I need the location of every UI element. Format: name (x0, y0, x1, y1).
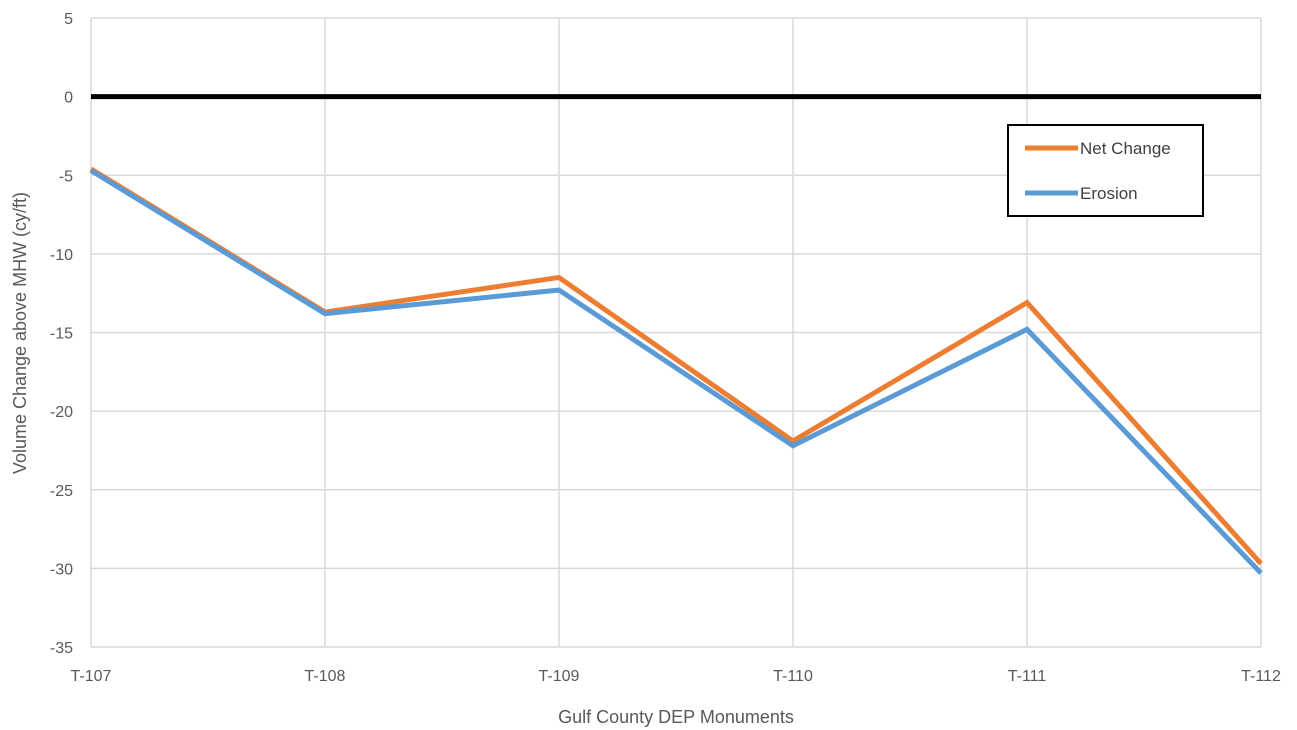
x-tick-label: T-107 (71, 668, 112, 685)
legend-box (1007, 124, 1204, 217)
x-tick-label: T-110 (773, 668, 813, 685)
x-tick-label: T-111 (1008, 668, 1047, 685)
legend-label-erosion: Erosion (1080, 184, 1138, 203)
y-tick-label: -15 (50, 326, 73, 343)
y-tick-label: 0 (64, 90, 73, 107)
x-tick-label: T-112 (1241, 668, 1281, 685)
y-tick-label: -35 (50, 640, 73, 657)
y-tick-label: 5 (64, 11, 73, 28)
series-group (89, 166, 1263, 575)
x-axis-title: Gulf County DEP Monuments (558, 707, 794, 727)
y-tick-label: -25 (50, 483, 73, 500)
series-line-erosion (89, 168, 1263, 575)
y-tick-label: -30 (50, 561, 73, 578)
y-tick-label: -20 (50, 404, 73, 421)
legend: Net Change Erosion (1007, 124, 1204, 217)
y-axis-title: Volume Change above MHW (cy/ft) (10, 192, 30, 474)
y-tick-label: -5 (59, 168, 73, 185)
x-axis-ticks: T-107 T-108 T-109 T-110 T-111 T-112 (71, 668, 1281, 685)
legend-label-net-change: Net Change (1080, 139, 1171, 158)
x-tick-label: T-108 (305, 668, 346, 685)
x-tick-label: T-109 (539, 668, 580, 685)
grid (90, 17, 1262, 648)
y-tick-label: -10 (50, 247, 73, 264)
y-axis-ticks: 5 0 -5 -10 -15 -20 -25 -30 -35 (50, 11, 73, 657)
